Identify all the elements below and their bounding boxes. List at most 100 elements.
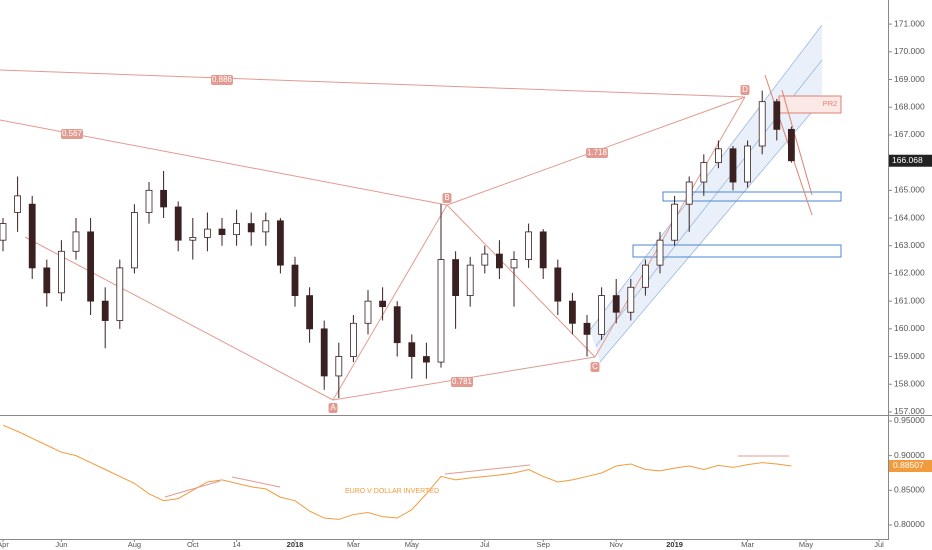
y-tick-label: 0.90000 bbox=[894, 450, 925, 460]
y-tick-label: 167.000 bbox=[894, 129, 925, 139]
annotation-bg bbox=[442, 193, 452, 203]
candle-body bbox=[306, 295, 314, 330]
candle-body bbox=[554, 267, 562, 302]
candle-body bbox=[642, 264, 649, 288]
pattern-line bbox=[594, 96, 746, 358]
divergence-line bbox=[231, 476, 281, 488]
candle-body bbox=[43, 267, 51, 294]
y-tick-label: 163.000 bbox=[894, 240, 925, 250]
pattern-line bbox=[24, 236, 334, 401]
panel-title: EURO V DOLLAR INVERTED bbox=[345, 488, 439, 495]
divergence-line bbox=[164, 480, 221, 498]
candle-body bbox=[116, 267, 124, 321]
candle-body bbox=[539, 231, 547, 269]
last-price: 166.068 bbox=[892, 155, 923, 165]
channel-line bbox=[599, 99, 823, 363]
annotation-label: D bbox=[742, 85, 748, 94]
candle-body bbox=[364, 300, 372, 324]
candle-body bbox=[715, 148, 722, 164]
y-tick-label: 168.000 bbox=[894, 101, 925, 111]
candle-body bbox=[101, 300, 109, 321]
candle-body bbox=[379, 300, 387, 308]
candle-body bbox=[145, 189, 153, 213]
y-tick-label: 157.000 bbox=[894, 406, 925, 416]
y-tick-label: 170.000 bbox=[894, 46, 925, 56]
candle-body bbox=[758, 101, 766, 147]
x-tick-label: Aug bbox=[128, 540, 141, 549]
candle-body bbox=[335, 356, 343, 377]
x-tick-label: Jun bbox=[55, 540, 67, 549]
candle-body bbox=[612, 295, 620, 313]
annotation-bg bbox=[328, 403, 338, 413]
zone-box bbox=[662, 191, 842, 202]
candle-body bbox=[189, 237, 197, 241]
candle-body bbox=[393, 306, 401, 344]
candle-body bbox=[174, 206, 182, 241]
annotation-label: A bbox=[330, 403, 336, 412]
y-tick-label: 161.000 bbox=[894, 295, 925, 305]
projection-line bbox=[781, 89, 813, 196]
y-tick-label: 171.000 bbox=[894, 18, 925, 28]
candle-body bbox=[656, 239, 664, 266]
y-tick-label: 0.85000 bbox=[894, 485, 925, 495]
y-tick-label: 162.000 bbox=[894, 268, 925, 278]
plot bbox=[0, 90, 795, 520]
y-tick-label: 159.000 bbox=[894, 351, 925, 361]
last-price-box bbox=[889, 154, 932, 167]
candle-body bbox=[28, 203, 36, 269]
y-tick-label: 165.000 bbox=[894, 185, 925, 195]
candle-body bbox=[291, 264, 299, 296]
candle-body bbox=[437, 259, 445, 363]
candle-body bbox=[87, 231, 94, 302]
annotation-bg bbox=[211, 75, 233, 85]
x-tick-label: 14 bbox=[232, 540, 240, 549]
box-label: PR2 bbox=[823, 99, 838, 108]
candle-body bbox=[525, 231, 532, 260]
candle-body bbox=[247, 223, 255, 233]
candle-body bbox=[627, 286, 635, 313]
candle-body bbox=[160, 189, 168, 208]
candle-body bbox=[349, 322, 357, 357]
y-tick-label: 169.000 bbox=[894, 74, 925, 84]
candle-body bbox=[598, 295, 605, 335]
x-tick-label: Mar bbox=[347, 540, 360, 549]
candle-body bbox=[233, 223, 241, 236]
candle-body bbox=[729, 148, 737, 183]
x-tick-label: May bbox=[405, 540, 419, 549]
divergence-line bbox=[444, 464, 531, 475]
candle-body bbox=[130, 212, 138, 269]
candle-body bbox=[72, 231, 80, 252]
zone-box bbox=[632, 244, 842, 258]
annotation-label: 0.886 bbox=[212, 75, 233, 84]
x-tick-label: Nov bbox=[610, 540, 624, 549]
last-value: 0.88507 bbox=[893, 460, 924, 470]
x-tick-label: 2019 bbox=[666, 540, 683, 549]
annotation-label: C bbox=[592, 362, 598, 371]
annotation-bg bbox=[590, 362, 600, 372]
candle-body bbox=[773, 101, 781, 130]
annotation-bg bbox=[740, 85, 750, 95]
candle-body bbox=[203, 228, 211, 238]
candle-body bbox=[685, 181, 693, 205]
annotation-bg bbox=[61, 129, 83, 139]
x-tick-label: 2018 bbox=[287, 540, 304, 549]
x-tick-label: Jul bbox=[480, 540, 490, 549]
candle-body bbox=[510, 259, 518, 269]
x-tick-label: Oct bbox=[187, 540, 200, 549]
annotation-label: 0.567 bbox=[62, 129, 83, 138]
pattern bbox=[0, 69, 746, 401]
pattern-line bbox=[446, 204, 596, 358]
y-tick-label: 160.000 bbox=[894, 323, 925, 333]
candle-body bbox=[744, 145, 751, 183]
candle-body bbox=[58, 250, 65, 294]
candle-body bbox=[583, 322, 591, 335]
y-tick-label: 0.95000 bbox=[894, 415, 925, 425]
x-tick-label: Jul bbox=[874, 540, 884, 549]
candle-body bbox=[276, 220, 284, 266]
last-value-box bbox=[889, 459, 932, 472]
x-tick-label: Apr bbox=[0, 540, 9, 549]
candle-body bbox=[788, 128, 795, 162]
series-line bbox=[2, 424, 792, 520]
